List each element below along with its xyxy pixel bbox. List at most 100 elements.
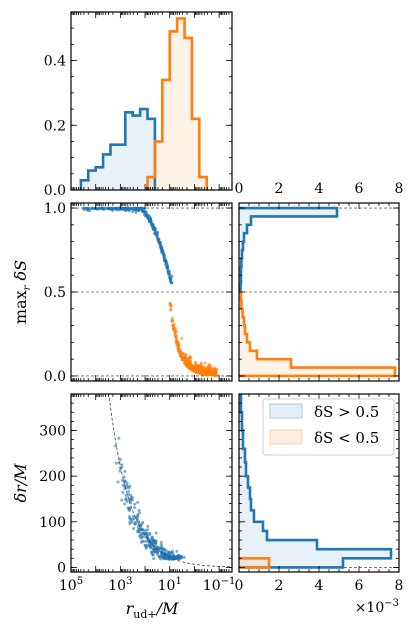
scatter-point-bottom [118, 457, 122, 461]
x-tick-label: 10−1 [203, 576, 236, 594]
scatter-point-large [159, 246, 163, 250]
legend: δS > 0.5 δS < 0.5 [262, 398, 395, 456]
scatter-point-bottom [144, 546, 148, 550]
scatter-point-bottom [137, 530, 141, 534]
scatter-point-bottom [123, 502, 127, 506]
scatter-point-bottom [158, 546, 162, 550]
scatter-point-bottom [142, 535, 146, 539]
scatter-point-small [173, 329, 177, 333]
legend-swatch [269, 429, 303, 445]
scatter-point-small [177, 344, 181, 348]
scatter-point-bottom [127, 507, 131, 511]
scatter-point-large [122, 207, 126, 211]
bottom-scatter [108, 397, 232, 568]
scatter-point-small [178, 351, 182, 355]
scatter-point-bottom [138, 511, 142, 515]
scatter-point-bottom [145, 533, 149, 537]
scatter-point-bottom [146, 524, 150, 528]
scatter-point-bottom [142, 540, 146, 544]
side-top-tick-label: 2 [275, 181, 284, 197]
mid-hist-small-group [239, 290, 397, 378]
scatter-point-bottom [164, 557, 168, 561]
mid-hist-small [239, 290, 397, 378]
scatter-point-bottom [120, 463, 124, 467]
scatter-point-bottom [129, 517, 133, 521]
scatter-point-bottom [157, 554, 161, 558]
scatter-point-bottom [132, 526, 136, 530]
scatter-point-bottom [154, 531, 158, 535]
scatter-point-small [196, 363, 200, 367]
scatter-point-bottom [159, 557, 163, 561]
scatter-point-large [96, 207, 100, 211]
bottom-y-axis-label: δr/M [11, 463, 30, 503]
scatter-point-bottom [173, 556, 177, 560]
scatter-point-large [161, 253, 165, 257]
scatter-point-bottom [118, 469, 122, 473]
side-bottom-tick-label: 2 [275, 578, 284, 594]
scatter-point-bottom [149, 538, 153, 542]
bottom-hist-small-fill [239, 558, 269, 568]
scatter-point-bottom [128, 522, 132, 526]
scatter-point-bottom [136, 500, 140, 504]
scatter-point-small [198, 366, 202, 370]
side-top-tick-label: 6 [355, 181, 364, 197]
scatter-point-bottom [133, 520, 137, 524]
scatter-point-bottom [131, 514, 135, 518]
scatter-point-small [207, 373, 211, 377]
guide-curve [108, 397, 232, 568]
scatter-point-large [143, 210, 147, 214]
scatter-point-large [170, 281, 174, 285]
scatter-point-large [154, 230, 158, 234]
scatter-point-bottom [179, 554, 183, 558]
scatter-point-large [166, 270, 170, 274]
scatter-point-bottom [159, 543, 163, 547]
side-bottom-tick-label: 6 [355, 578, 364, 594]
scatter-point-small [187, 358, 191, 362]
scatter-point-large [114, 206, 118, 210]
scatter-point-large [164, 258, 168, 262]
scatter-point-small [187, 362, 191, 366]
scatter-point-small [213, 367, 217, 371]
scatter-point-large [128, 207, 132, 211]
scatter-point-bottom [127, 498, 131, 502]
side-bottom-tick-label: 0 [235, 578, 244, 594]
scatter-point-bottom [130, 520, 134, 524]
scatter-point-bottom [124, 497, 128, 501]
scatter-point-large [164, 262, 168, 266]
scatter-point-bottom [170, 556, 174, 560]
scatter-point-small [176, 346, 180, 350]
side-x-multiplier: ×10−3 [355, 598, 399, 616]
scatter-point-large [133, 206, 137, 210]
scatter-point-bottom [137, 508, 141, 512]
scatter-point-large [134, 211, 138, 215]
side-top-tick-label: 4 [315, 181, 324, 197]
scatter-point-large [145, 214, 149, 218]
scatter-point-bottom [133, 502, 137, 506]
scatter-point-bottom [150, 550, 154, 554]
scatter-point-bottom [146, 543, 150, 547]
scatter-point-small [175, 341, 179, 345]
top-hist-large-group [79, 107, 157, 190]
scatter-point-large [137, 206, 141, 210]
scatter-point-large [152, 228, 156, 232]
scatter-point-large [90, 206, 94, 210]
scatter-point-bottom [128, 484, 132, 488]
scatter-point-small [184, 356, 188, 360]
scatter-point-bottom [123, 469, 127, 473]
scatter-point-small [195, 368, 199, 372]
scatter-point-large [158, 240, 162, 244]
bottom-hist-small-group [239, 557, 271, 569]
bottom-y-tick-label: 0 [57, 560, 66, 576]
side-top-tick-label: 8 [395, 181, 404, 197]
scatter-point-bottom [120, 498, 124, 502]
scatter-point-large [156, 238, 160, 242]
scatter-point-large [151, 225, 155, 229]
scatter-point-large [165, 267, 169, 271]
side-bottom-tick-label: 4 [315, 578, 324, 594]
scatter-point-large [131, 210, 135, 214]
top-y-tick-label: 0.2 [44, 118, 66, 134]
scatter-point-bottom [161, 556, 165, 560]
scatter-point-large [148, 218, 152, 222]
scatter-point-bottom [150, 535, 154, 539]
